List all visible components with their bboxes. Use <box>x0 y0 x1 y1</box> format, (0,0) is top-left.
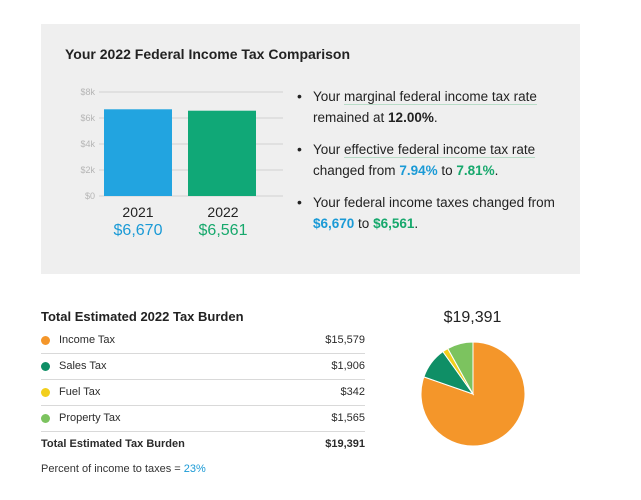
income-tax-dot-icon <box>41 336 50 345</box>
burden-table: Income Tax $15,579 Sales Tax $1,906 Fuel… <box>41 328 365 457</box>
property-tax-dot-icon <box>41 414 50 423</box>
bullet-text: . <box>494 163 499 178</box>
comparison-title: Your 2022 Federal Income Tax Comparison <box>65 46 351 62</box>
row-label: Fuel Tax <box>59 386 101 398</box>
bar-2021 <box>104 109 172 196</box>
bullet-text: remained at <box>313 110 389 125</box>
table-row: Fuel Tax $342 <box>41 380 365 406</box>
marginal-rate-link[interactable]: marginal federal income tax rate <box>344 89 537 105</box>
bullet-text: Your <box>313 89 345 104</box>
bullet-effective-rate: • Your effective federal income tax rate… <box>297 139 567 181</box>
row-value: $1,565 <box>331 412 365 424</box>
bullet-dot-icon: • <box>297 141 302 157</box>
row-value: $1,906 <box>331 360 365 372</box>
effective-rate-2022: 7.81% <box>456 163 495 178</box>
total-value: $19,391 <box>325 438 365 450</box>
percent-label: Percent of income to taxes = <box>41 463 184 475</box>
year-2021-column: 2021 $6,670 <box>101 204 175 241</box>
bullet-text: to <box>437 163 457 178</box>
y-tick-label: $4k <box>80 139 95 149</box>
burden-title: Total Estimated 2022 Tax Burden <box>41 309 244 324</box>
y-tick-label: $6k <box>80 113 95 123</box>
taxes-2022: $6,561 <box>373 216 415 231</box>
bullet-text: Your federal income taxes changed from <box>313 195 555 210</box>
bullet-text: Your <box>313 142 345 157</box>
pie-chart <box>420 341 526 447</box>
row-label: Property Tax <box>59 412 121 424</box>
pie-slice-property-tax <box>447 341 474 396</box>
row-label: Sales Tax <box>59 360 107 372</box>
bar-2022 <box>188 110 256 196</box>
bullet-income-taxes: • Your federal income taxes changed from… <box>297 192 567 234</box>
row-value: $15,579 <box>325 334 365 346</box>
effective-rate-link[interactable]: effective federal income tax rate <box>344 142 536 158</box>
row-value: $342 <box>340 386 365 398</box>
comparison-panel: Your 2022 Federal Income Tax Comparison … <box>41 24 580 274</box>
year-2022-column: 2022 $6,561 <box>186 204 260 241</box>
bar-chart: $0 $2k $4k $6k $8k <box>80 87 283 201</box>
y-tick-label: $8k <box>80 87 95 97</box>
bullet-text: . <box>414 216 419 231</box>
percent-value-link[interactable]: 23% <box>183 463 206 475</box>
marginal-rate-value: 12.00% <box>388 110 434 125</box>
bullet-text: . <box>433 110 438 125</box>
bullet-text: to <box>354 216 374 231</box>
y-tick-label: $0 <box>85 191 95 201</box>
table-row: Sales Tax $1,906 <box>41 354 365 380</box>
sales-tax-dot-icon <box>41 362 50 371</box>
effective-rate-2021: 7.94% <box>399 163 438 178</box>
percent-of-income: Percent of income to taxes = 23% <box>41 463 206 475</box>
pie-total-label: $19,391 <box>443 309 502 326</box>
fuel-tax-dot-icon <box>41 388 50 397</box>
pie-slice-income-tax <box>420 341 526 447</box>
table-row: Property Tax $1,565 <box>41 406 365 432</box>
row-label: Income Tax <box>59 334 116 346</box>
year-label-2022: 2022 <box>207 204 239 220</box>
amount-2022: $6,561 <box>198 222 248 239</box>
year-label-2021: 2021 <box>122 204 154 220</box>
total-row: Total Estimated Tax Burden $19,391 <box>41 432 365 457</box>
total-label: Total Estimated Tax Burden <box>41 438 185 450</box>
amount-2021: $6,670 <box>113 222 163 239</box>
taxes-2021: $6,670 <box>313 216 355 231</box>
bullet-dot-icon: • <box>297 194 302 210</box>
table-row: Income Tax $15,579 <box>41 328 365 354</box>
comparison-bullets: • Your marginal federal income tax rate … <box>297 86 567 245</box>
bullet-dot-icon: • <box>297 88 302 104</box>
bullet-text: changed from <box>313 163 400 178</box>
bullet-marginal-rate: • Your marginal federal income tax rate … <box>297 86 567 128</box>
y-tick-label: $2k <box>80 165 95 175</box>
